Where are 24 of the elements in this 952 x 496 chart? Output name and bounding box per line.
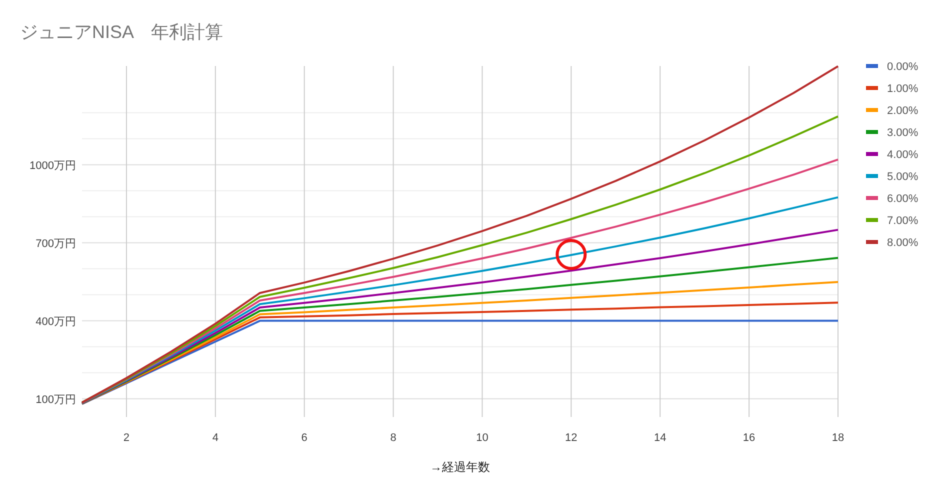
y-tick-label: 100万円: [36, 394, 76, 406]
legend-label: 2.00%: [887, 105, 918, 117]
x-tick-label: 14: [654, 432, 666, 444]
legend-label: 3.00%: [887, 127, 918, 139]
x-tick-label: 16: [742, 432, 756, 444]
x-tick-label: 8: [390, 432, 396, 444]
legend-label: 8.00%: [887, 237, 918, 249]
legend-label: 1.00%: [887, 83, 918, 95]
y-tick-label: 1000万円: [30, 160, 76, 172]
x-tick-label: 18: [832, 432, 844, 444]
x-tick-label: 6: [301, 432, 308, 444]
x-tick-label: 4: [212, 432, 218, 444]
legend-label: 7.00%: [887, 215, 918, 227]
legend-label: 5.00%: [887, 171, 918, 183]
x-tick-label: 10: [476, 432, 488, 444]
legend-label: 4.00%: [887, 149, 918, 161]
x-tick-label: 12: [565, 432, 578, 444]
x-tick-label: 2: [123, 432, 130, 444]
chart-title: ジュニアNISA 年利計算: [20, 22, 224, 42]
y-tick-label: 400万円: [36, 316, 76, 328]
x-axis-title: →経過年数: [430, 460, 490, 474]
y-tick-label: 700万円: [36, 238, 76, 250]
legend-label: 6.00%: [887, 193, 918, 205]
legend-label: 0.00%: [887, 61, 918, 73]
